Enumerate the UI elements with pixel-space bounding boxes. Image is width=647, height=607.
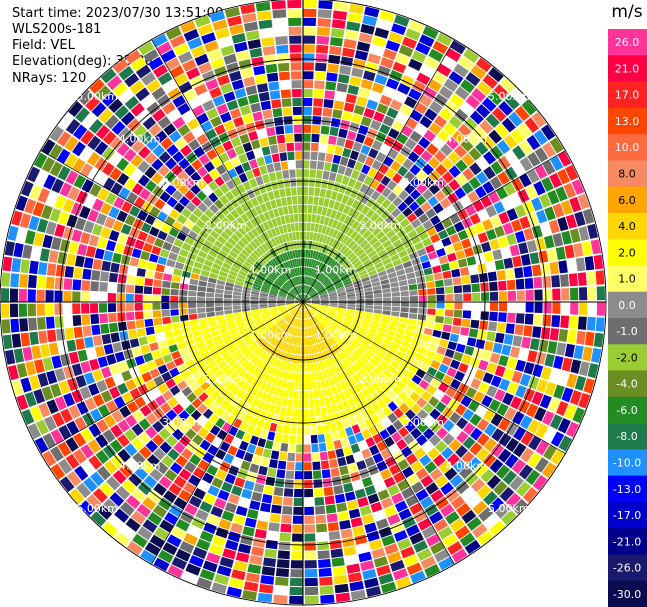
azimuth-spoke [302, 301, 455, 565]
range-ring-label: 1.00km [315, 329, 357, 342]
colorbar-tick-label: -2.0 [616, 351, 637, 364]
range-ring-label: 2.00km [205, 219, 247, 232]
range-ring-label: 1.00km [250, 264, 292, 277]
colorbar-swatch [608, 528, 647, 555]
field-label: Field: VEL [12, 38, 75, 53]
azimuth-spoke [302, 150, 566, 303]
azimuth-spoke [302, 39, 455, 303]
colorbar-tick-label: 21.0 [615, 62, 640, 75]
range-ring-label: 3.00km [402, 176, 444, 189]
colorbar-tick-label: -6.0 [616, 404, 637, 417]
range-ring-label: 3.00km [402, 416, 444, 429]
azimuth-spoke [40, 150, 304, 303]
colorbar-tick-label: 8.0 [618, 168, 636, 181]
colorbar-swatch [608, 475, 647, 503]
colorbar-tick-label: 1.0 [618, 273, 636, 286]
colorbar-swatch [608, 291, 647, 319]
colorbar-tick-label: 17.0 [615, 89, 640, 102]
colorbar-swatch [608, 265, 647, 293]
colorbar-swatch [608, 186, 647, 214]
nrays-label: NRays: 120 [12, 71, 87, 86]
range-ring-label: 4.00km [446, 133, 488, 146]
colorbar-swatch [608, 212, 647, 240]
colorbar-swatch [608, 370, 647, 398]
colorbar-tick-label: 4.0 [618, 220, 636, 233]
colorbar-swatch [608, 396, 647, 424]
azimuth-spoke [302, 301, 566, 454]
colorbar-tick-label: -10.0 [613, 457, 641, 470]
colorbar-tick-label: -17.0 [613, 509, 641, 522]
colorbar-swatch [608, 29, 647, 56]
start-time-label: Start time: 2023/07/30 13:51:00 [12, 6, 224, 21]
range-ring-label: 2.00km [359, 219, 401, 232]
range-ring-label: 4.00km [119, 459, 161, 472]
colorbar-swatch [608, 160, 647, 188]
range-ring-label: 1.00km [250, 329, 292, 342]
range-ring-label: 2.00km [359, 373, 401, 386]
colorbar-tick-label: -21.0 [613, 535, 641, 548]
instrument-label: WLS200s-181 [12, 22, 102, 37]
azimuth-spoke [151, 301, 304, 565]
range-ring-label: 3.00km [162, 416, 204, 429]
colorbar-swatch [608, 55, 647, 83]
colorbar-tick-label: -26.0 [613, 562, 641, 575]
azimuth-spoke [40, 301, 304, 454]
range-ring-label: 5.00km [76, 502, 118, 515]
colorbar-swatch [608, 423, 647, 450]
range-rings: 1.00km 1.00km 1.00km 1.00km 2.00km 2.00km 2.00… [0, 0, 607, 606]
colorbar-tick-label: -4.0 [616, 378, 637, 391]
range-ring-label: 4.00km [119, 133, 161, 146]
colorbar-swatch [608, 344, 647, 372]
colorbar-tick-label: 10.0 [615, 141, 640, 154]
range-ring-label: 5.00km [488, 502, 530, 515]
colorbar-tick-label: 13.0 [615, 115, 640, 128]
colorbar: m/s 26.0 21.0 17.0 13.0 10.0 8.0 6.0 4.0 2.0 1.0 0.… [608, 2, 647, 607]
range-ring-label: 3.00km [162, 176, 204, 189]
colorbar-swatch [608, 107, 647, 135]
colorbar-tick-label: 6.0 [618, 194, 636, 207]
colorbar-swatch [608, 81, 647, 109]
range-ring-label: 2.00km [205, 373, 247, 386]
colorbar-swatch [608, 449, 647, 477]
colorbar-swatch [608, 239, 647, 266]
colorbar-tick-label: -30.0 [613, 588, 641, 601]
colorbar-tick-label: 0.0 [618, 299, 636, 312]
colorbar-tick-label: -13.0 [613, 483, 641, 496]
range-ring-label: 1.00km [315, 264, 357, 277]
colorbar-swatch [608, 501, 647, 529]
colorbar-swatch [608, 580, 647, 607]
range-ring-label: 5.00km [488, 90, 530, 103]
colorbar-tick-label: -1.0 [616, 325, 637, 338]
range-ring-label: 5.00km [76, 90, 118, 103]
colorbar-swatch [608, 554, 647, 582]
colorbar-tick-label: -8.0 [616, 430, 637, 443]
range-ring-label: 4.00km [446, 459, 488, 472]
colorbar-swatch [608, 318, 647, 345]
azimuth-spoke [151, 39, 304, 303]
colorbar-unit: m/s [611, 2, 642, 22]
colorbar-swatch [608, 134, 647, 161]
colorbar-tick-label: 26.0 [615, 36, 640, 49]
colorbar-tick-label: 2.0 [618, 246, 636, 259]
